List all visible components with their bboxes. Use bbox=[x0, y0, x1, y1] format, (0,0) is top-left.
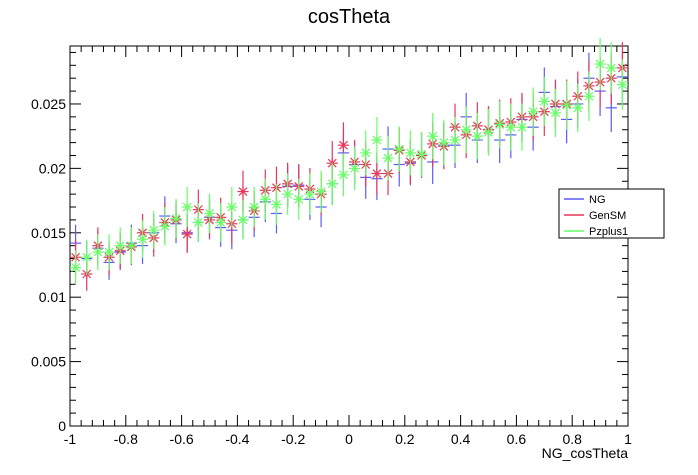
x-tick-label: -0.6 bbox=[170, 431, 194, 447]
data-point bbox=[605, 42, 617, 94]
data-point bbox=[393, 126, 405, 172]
data-point bbox=[226, 186, 238, 228]
data-point bbox=[404, 130, 416, 176]
data-point bbox=[594, 38, 606, 90]
data-point bbox=[583, 71, 595, 121]
data-point bbox=[527, 87, 539, 136]
y-tick-label: 0 bbox=[58, 418, 66, 434]
data-point bbox=[203, 193, 216, 234]
legend-entry-GenSM: GenSM bbox=[564, 210, 626, 222]
legend-label: NG bbox=[589, 194, 606, 206]
data-point bbox=[293, 178, 305, 220]
legend-box bbox=[558, 188, 665, 239]
data-point bbox=[92, 234, 104, 271]
data-point bbox=[449, 117, 461, 164]
data-point bbox=[282, 173, 294, 215]
y-tick-label: 0.01 bbox=[39, 289, 66, 305]
data-point bbox=[326, 162, 338, 206]
data-point bbox=[114, 227, 126, 264]
data-point bbox=[360, 130, 372, 176]
data-point bbox=[349, 146, 361, 191]
data-point bbox=[482, 108, 495, 156]
data-point bbox=[438, 119, 450, 166]
x-tick-label: -0.4 bbox=[225, 431, 249, 447]
x-tick-label: -0.8 bbox=[114, 431, 138, 447]
data-point bbox=[148, 211, 160, 250]
data-point bbox=[371, 117, 383, 164]
x-tick-label: 0.6 bbox=[507, 431, 527, 447]
y-tick-label: 0.015 bbox=[31, 225, 66, 241]
data-point bbox=[170, 198, 182, 239]
data-point bbox=[248, 186, 260, 228]
y-tick-label: 0.025 bbox=[31, 96, 66, 112]
legend-label: GenSM bbox=[589, 210, 626, 222]
data-point bbox=[427, 112, 439, 160]
data-point bbox=[337, 153, 349, 197]
x-tick-label: -0.2 bbox=[281, 431, 305, 447]
data-point bbox=[125, 227, 137, 264]
data-point bbox=[192, 203, 204, 242]
legend-label: Pzplus1 bbox=[589, 226, 628, 238]
legend-entry-Pzplus1: Pzplus1 bbox=[564, 226, 628, 238]
x-tick-label: 1 bbox=[624, 431, 632, 447]
x-axis-title: NG_cosTheta bbox=[542, 445, 629, 461]
data-point bbox=[516, 103, 528, 151]
x-tick-label: 0 bbox=[345, 431, 353, 447]
data-point bbox=[81, 239, 93, 275]
axis-tick-labels: -1 -0.8 -0.6 -0.4 -0.2 0 0.2 0.4 0.6 0.8 1 0 0.005 0.… bbox=[31, 96, 632, 447]
data-point bbox=[215, 203, 227, 242]
data-point bbox=[315, 170, 327, 213]
axis-ticks bbox=[69, 46, 629, 427]
data-point bbox=[538, 76, 550, 126]
data-point bbox=[471, 112, 483, 160]
legend: NG GenSM Pzplus1 bbox=[558, 188, 665, 239]
data-point bbox=[494, 100, 506, 149]
data-point bbox=[460, 106, 472, 154]
y-tick-label: 0.005 bbox=[31, 354, 66, 370]
x-tick-label: -1 bbox=[64, 431, 77, 447]
data-point bbox=[616, 59, 628, 110]
data-point bbox=[304, 173, 316, 215]
legend-entry-NG: NG bbox=[564, 194, 606, 206]
data-point bbox=[70, 250, 82, 285]
x-tick-label: 0.2 bbox=[395, 431, 415, 447]
data-point bbox=[270, 184, 283, 225]
data-point bbox=[159, 207, 171, 246]
data-point bbox=[561, 80, 573, 130]
x-tick-label: 0.8 bbox=[562, 431, 582, 447]
data-point bbox=[415, 131, 428, 177]
data-point bbox=[237, 200, 249, 240]
data-point bbox=[103, 234, 115, 271]
data-point bbox=[259, 178, 271, 220]
chart-title: cosTheta bbox=[308, 6, 391, 28]
y-tick-label: 0.02 bbox=[39, 160, 66, 176]
series-Pzplus1 bbox=[70, 38, 628, 285]
data-point bbox=[136, 220, 149, 258]
data-point bbox=[549, 88, 562, 138]
data-point bbox=[181, 186, 193, 228]
data-point bbox=[382, 135, 394, 181]
data-point bbox=[505, 103, 517, 151]
data-series bbox=[70, 38, 628, 291]
x-tick-label: 0.4 bbox=[451, 431, 471, 447]
data-point bbox=[572, 83, 584, 133]
